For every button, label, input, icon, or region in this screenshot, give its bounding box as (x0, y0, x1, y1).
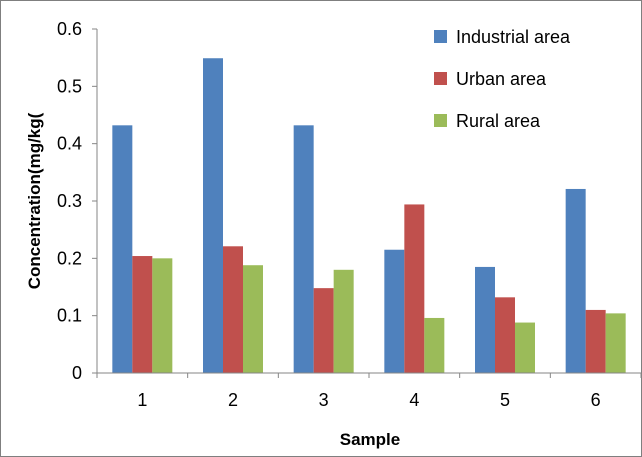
bar (152, 258, 173, 373)
bar (585, 309, 606, 373)
legend-swatch (434, 30, 447, 43)
bar (203, 58, 223, 374)
y-tick-label: 0.2 (57, 248, 82, 268)
bar (475, 266, 495, 373)
x-ticks-group: 1 2 3 4 5 6 (96, 373, 642, 410)
bar (384, 249, 405, 373)
legend-label: Urban area (456, 69, 547, 89)
x-axis-title: Sample (340, 430, 400, 449)
y-axis-title: Concentration(mg/kg( (25, 112, 44, 289)
bar (313, 288, 334, 373)
y-tick-label: 0.6 (57, 19, 82, 39)
bar (424, 317, 445, 373)
legend-swatch (434, 114, 447, 127)
x-tick-label: 3 (319, 390, 329, 410)
bar (404, 204, 425, 373)
bar (223, 246, 243, 373)
y-ticks-group: 0 0.1 0.2 0.3 0.4 0.5 0.6 (57, 19, 97, 383)
bar (495, 297, 515, 373)
x-tick-label: 2 (228, 390, 238, 410)
x-tick-label: 6 (591, 390, 601, 410)
bar (132, 256, 153, 373)
legend-swatch (434, 72, 447, 85)
bars-group (112, 58, 626, 374)
bar (112, 125, 133, 373)
legend-label: Rural area (456, 111, 541, 131)
y-tick-label: 0.5 (57, 76, 82, 96)
x-tick-label: 1 (137, 390, 147, 410)
bar (293, 125, 314, 373)
bar (565, 188, 586, 373)
legend-label: Industrial area (456, 27, 571, 47)
bar (243, 265, 263, 373)
y-tick-label: 0.4 (57, 134, 82, 154)
y-tick-label: 0 (72, 363, 82, 383)
y-tick-label: 0.1 (57, 306, 82, 326)
bar (515, 322, 535, 373)
bar (333, 269, 354, 373)
bar (605, 313, 626, 373)
x-tick-label: 4 (409, 390, 419, 410)
x-tick-label: 5 (500, 390, 510, 410)
y-tick-label: 0.3 (57, 191, 82, 211)
legend: Industrial area Urban area Rural area (434, 27, 571, 131)
